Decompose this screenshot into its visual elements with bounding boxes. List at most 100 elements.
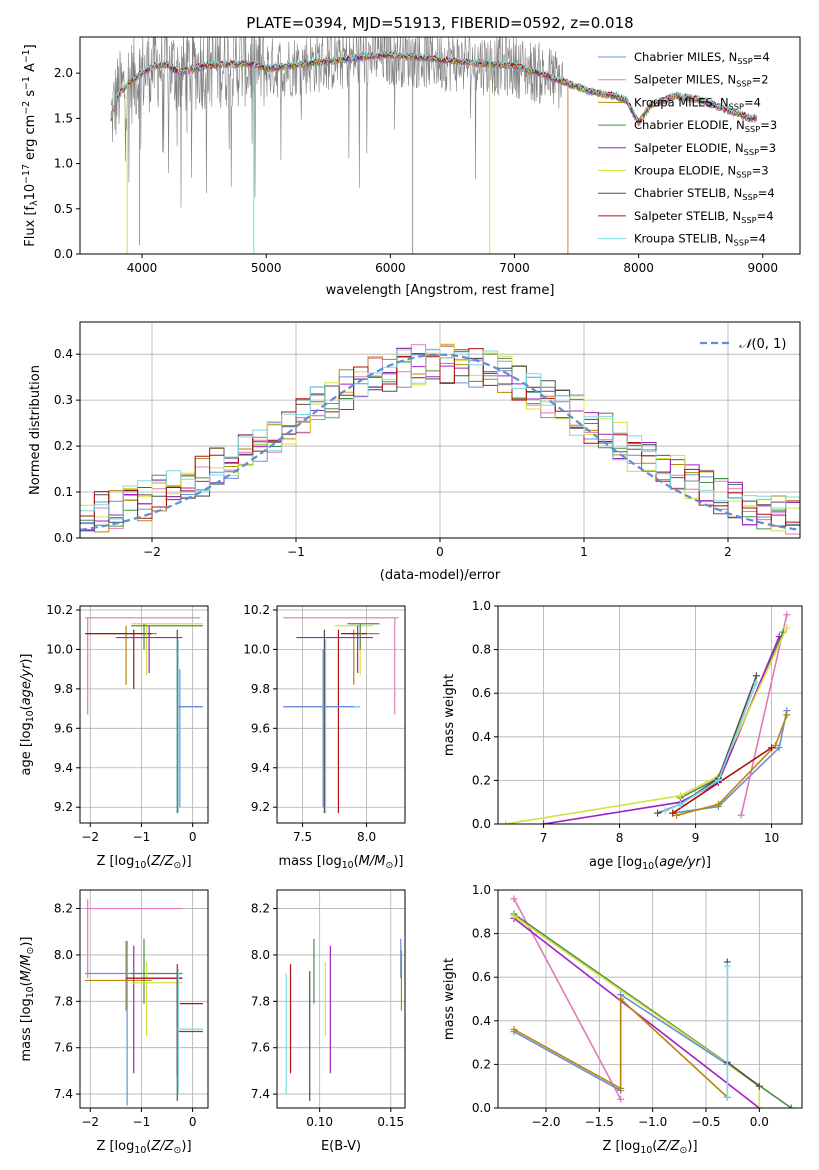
axes-frame	[276, 605, 406, 824]
x-tick-label: −2.0	[531, 1115, 560, 1129]
y-tick-label: 0.8	[472, 643, 491, 657]
axes-frame	[497, 889, 803, 1109]
y-tick-label: 9.4	[54, 761, 73, 775]
x-axis-label: E(B-V)	[321, 1139, 361, 1154]
x-tick-label: −1	[133, 1115, 151, 1129]
y-tick-label: 7.6	[251, 1041, 270, 1055]
y-tick-label: 9.2	[251, 800, 270, 814]
data-point	[783, 611, 791, 619]
x-tick-label: 9	[692, 831, 700, 845]
normal-curve	[80, 353, 800, 531]
y-tick-label: 9.8	[251, 682, 270, 696]
data-point	[540, 820, 548, 824]
y-tick-label: 1.5	[54, 111, 73, 125]
x-axis-label: Z [log10(Z/Z⊙)]	[96, 1139, 191, 1156]
plot-area	[502, 611, 791, 824]
data-point	[617, 1084, 625, 1092]
x-tick-label: 7	[540, 831, 548, 845]
legend-entry: 𝒩(0, 1)	[739, 337, 786, 352]
x-tick-label: 5000	[251, 261, 282, 275]
x-tick-label: 0	[436, 545, 444, 559]
axes-histogram: −2 −1 0 1 2 0.0 0.1 0.2 0.3 0.4 (data-model)/error…	[28, 321, 801, 583]
y-tick-label: 0.5	[54, 202, 73, 216]
data-point	[755, 1104, 763, 1108]
x-tick-label: 10	[764, 831, 779, 845]
data-point	[510, 1026, 518, 1034]
axes-weight_vs_Z: −2.0 −1.5 −1.0 −0.5 0.0 0.0 0.2 0.4 0.6 0.8 1.0 mas…	[442, 883, 803, 1156]
x-axis-label: Z [log10(Z/Z⊙)]	[602, 1139, 697, 1156]
x-tick-label: −0.5	[691, 1115, 720, 1129]
legend-entry: Kroupa STELIB, NSSP=4	[634, 232, 766, 248]
y-tick-label: 0.0	[472, 817, 491, 831]
y-axis-label: mass weight	[442, 674, 457, 756]
series-salpeter-miles	[513, 898, 622, 1100]
axes-frame	[79, 605, 209, 824]
series-kroupa-stelib	[664, 682, 758, 812]
x-tick-label: 0.10	[306, 1115, 333, 1129]
data-point	[775, 633, 783, 641]
data-point	[737, 811, 745, 819]
x-axis-label: mass [log10(M/M⊙)]	[279, 854, 404, 871]
y-tick-label: 0.4	[472, 1014, 491, 1028]
y-tick-label: 7.8	[251, 994, 270, 1008]
y-tick-label: 7.6	[54, 1041, 73, 1055]
axes-mass_vs_Z: −2 −1 0 7.4 7.6 7.8 8.0 8.2 Z [log10(Z/Z⊙)] mass …	[19, 889, 209, 1156]
x-axis-label: Z [log10(Z/Z⊙)]	[96, 854, 191, 871]
y-tick-label: 0.2	[472, 1057, 491, 1071]
x-tick-label: −1	[133, 830, 151, 844]
plot-area	[510, 895, 795, 1108]
y-tick-label: 8.2	[54, 902, 73, 916]
x-tick-label: 7.5	[293, 830, 312, 844]
plot-area	[283, 617, 399, 814]
x-tick-label: 8	[616, 831, 624, 845]
data-point	[676, 800, 684, 808]
y-tick-label: 8.0	[54, 948, 73, 962]
y-tick-label: 1.0	[472, 599, 491, 613]
axes-weight_vs_age: 7 8 9 10 0.0 0.2 0.4 0.6 0.8 1.0 mass weight age [l…	[442, 599, 803, 872]
y-tick-label: 9.8	[54, 682, 73, 696]
y-tick-label: 9.2	[54, 800, 73, 814]
data-point	[654, 809, 662, 817]
histogram-kroupa-stelib	[80, 348, 800, 538]
x-tick-label: 4000	[127, 261, 158, 275]
x-tick-label: 7000	[499, 261, 530, 275]
data-point	[771, 742, 779, 750]
x-tick-label: −2	[81, 1115, 99, 1129]
x-tick-label: −2	[143, 545, 161, 559]
y-tick-label: 0.2	[54, 439, 73, 453]
axes-spectrum: 4000 5000 6000 7000 8000 9000 0.0 0.5 1.0 1.5 2.0 w…	[21, 36, 801, 298]
x-tick-label: −2	[81, 830, 99, 844]
plot-area	[110, 37, 758, 254]
y-axis-label: Normed distribution	[28, 365, 43, 495]
series-salpeter-elodie	[543, 636, 780, 824]
y-tick-label: 0.6	[472, 970, 491, 984]
y-tick-label: 0.0	[54, 531, 73, 545]
y-tick-label: 8.0	[251, 948, 270, 962]
data-point	[783, 624, 791, 632]
axes-age_vs_mass: 7.5 8.0 9.2 9.4 9.6 9.8 10.0 10.2 mass [log10(M/…	[243, 603, 406, 871]
y-tick-label: 0.4	[472, 730, 491, 744]
y-tick-label: 9.6	[251, 721, 270, 735]
x-tick-label: 8.0	[357, 830, 376, 844]
axes-frame	[79, 36, 801, 255]
observed-spectrum	[110, 37, 757, 208]
data-point	[661, 807, 669, 815]
series-kroupa-miles	[513, 997, 728, 1098]
plot-area	[85, 899, 203, 1106]
y-tick-label: 2.0	[54, 66, 73, 80]
plot-area	[285, 938, 403, 1102]
data-point	[510, 912, 518, 920]
x-axis-label: age [log10(age/yr)]	[589, 855, 711, 872]
y-tick-label: 8.2	[251, 902, 270, 916]
y-tick-label: 1.0	[472, 883, 491, 897]
y-tick-label: 0.8	[472, 927, 491, 941]
x-tick-label: 1	[580, 545, 588, 559]
y-tick-label: 0.2	[472, 773, 491, 787]
axes-frame	[276, 889, 406, 1109]
x-tick-label: 0.0	[750, 1115, 769, 1129]
data-point	[673, 811, 681, 819]
y-tick-label: 9.6	[54, 721, 73, 735]
y-axis-label: mass [log10(M/M⊙)]	[19, 937, 36, 1062]
axes-age_vs_Z: −2 −1 0 9.2 9.4 9.6 9.8 10.0 10.2 Z [log10(Z/Z⊙)]…	[19, 603, 209, 871]
